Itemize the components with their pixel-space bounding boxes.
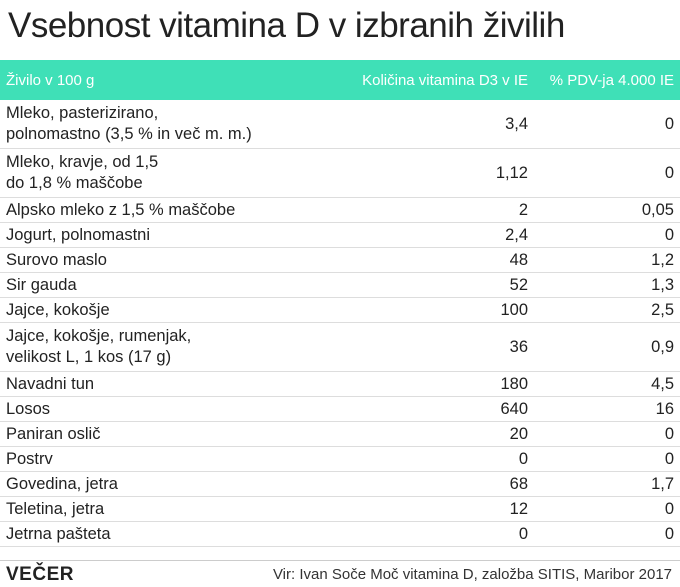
- table-row: Alpsko mleko z 1,5 % maščobe 2 0,05: [0, 197, 680, 223]
- table-row: Jogurt, polnomastni 2,4 0: [0, 222, 680, 248]
- table-cell: Jajce, kokošje: [0, 297, 302, 323]
- table: Živilo v 100 g Količina vitamina D3 v IE…: [0, 60, 680, 547]
- table-cell: 640: [302, 396, 534, 422]
- table-cell: 1,7: [534, 471, 680, 497]
- table-cell: 1,2: [534, 247, 680, 273]
- table-cell: 0: [302, 521, 534, 547]
- table-cell: Teletina, jetra: [0, 496, 302, 522]
- table-cell: 2: [302, 197, 534, 223]
- table-cell: 180: [302, 371, 534, 397]
- divider: [0, 560, 680, 561]
- table-row: Mleko, kravje, od 1,5 do 1,8 % maščobe 1,…: [0, 148, 680, 198]
- table-row: Jajce, kokošje 100 2,5: [0, 297, 680, 323]
- table-cell: Jajce, kokošje, rumenjak, velikost L, 1 …: [0, 322, 302, 372]
- brand: VEČER: [6, 564, 74, 585]
- table-cell: 0: [534, 521, 680, 547]
- table-cell: 12: [302, 496, 534, 522]
- column-header: % PDV-ja 4.000 IE: [534, 60, 680, 100]
- table-row: Govedina, jetra 68 1,7: [0, 471, 680, 497]
- table-cell: 3,4: [302, 100, 534, 149]
- table-cell: Jetrna pašteta: [0, 521, 302, 547]
- table-cell: 0: [534, 100, 680, 149]
- table-cell: Surovo maslo: [0, 247, 302, 273]
- table-cell: Alpsko mleko z 1,5 % maščobe: [0, 197, 302, 223]
- table-cell: 0: [534, 148, 680, 198]
- column-header: Količina vitamina D3 v IE: [302, 60, 534, 100]
- table-cell: Sir gauda: [0, 272, 302, 298]
- table-cell: 0,9: [534, 322, 680, 372]
- column-header: Živilo v 100 g: [0, 60, 302, 100]
- table-cell: 4,5: [534, 371, 680, 397]
- table-row: Surovo maslo 48 1,2: [0, 247, 680, 273]
- table-row: Navadni tun 180 4,5: [0, 371, 680, 397]
- table-row: Jajce, kokošje, rumenjak, velikost L, 1 …: [0, 322, 680, 372]
- table-cell: 2,4: [302, 222, 534, 248]
- table-row: Mleko, pasterizirano, polnomastno (3,5 %…: [0, 100, 680, 149]
- table-cell: 48: [302, 247, 534, 273]
- header-row: Živilo v 100 g Količina vitamina D3 v IE…: [0, 60, 680, 100]
- table-cell: Jogurt, polnomastni: [0, 222, 302, 248]
- table-cell: Paniran oslič: [0, 421, 302, 447]
- table-row: Jetrna pašteta 0 0: [0, 521, 680, 547]
- table-cell: Postrv: [0, 446, 302, 472]
- table-cell: Navadni tun: [0, 371, 302, 397]
- table-row: Losos 640 16: [0, 396, 680, 422]
- table-row: Paniran oslič 20 0: [0, 421, 680, 447]
- table-cell: 1,12: [302, 148, 534, 198]
- table-cell: 0: [302, 446, 534, 472]
- table-cell: 0: [534, 222, 680, 248]
- table-row: Postrv 0 0: [0, 446, 680, 472]
- source: Vir: Ivan Soče Moč vitamina D, založba S…: [272, 566, 672, 583]
- title: Vsebnost vitamina D v izbranih živilih: [8, 6, 565, 45]
- table-cell: 68: [302, 471, 534, 497]
- table-cell: 0: [534, 421, 680, 447]
- table-cell: 1,3: [534, 272, 680, 298]
- table-cell: Losos: [0, 396, 302, 422]
- table-cell: 100: [302, 297, 534, 323]
- table-cell: Govedina, jetra: [0, 471, 302, 497]
- table-cell: 16: [534, 396, 680, 422]
- table-cell: 0,05: [534, 197, 680, 223]
- table-cell: Mleko, pasterizirano, polnomastno (3,5 %…: [0, 100, 302, 149]
- table-row: Teletina, jetra 12 0: [0, 496, 680, 522]
- table-cell: 36: [302, 322, 534, 372]
- table-body: Mleko, pasterizirano, polnomastno (3,5 %…: [0, 100, 680, 547]
- table-cell: 52: [302, 272, 534, 298]
- table-cell: 0: [534, 446, 680, 472]
- table-cell: 20: [302, 421, 534, 447]
- table-cell: 2,5: [534, 297, 680, 323]
- table-cell: 0: [534, 496, 680, 522]
- table-cell: Mleko, kravje, od 1,5 do 1,8 % maščobe: [0, 148, 302, 198]
- table-row: Sir gauda 52 1,3: [0, 272, 680, 298]
